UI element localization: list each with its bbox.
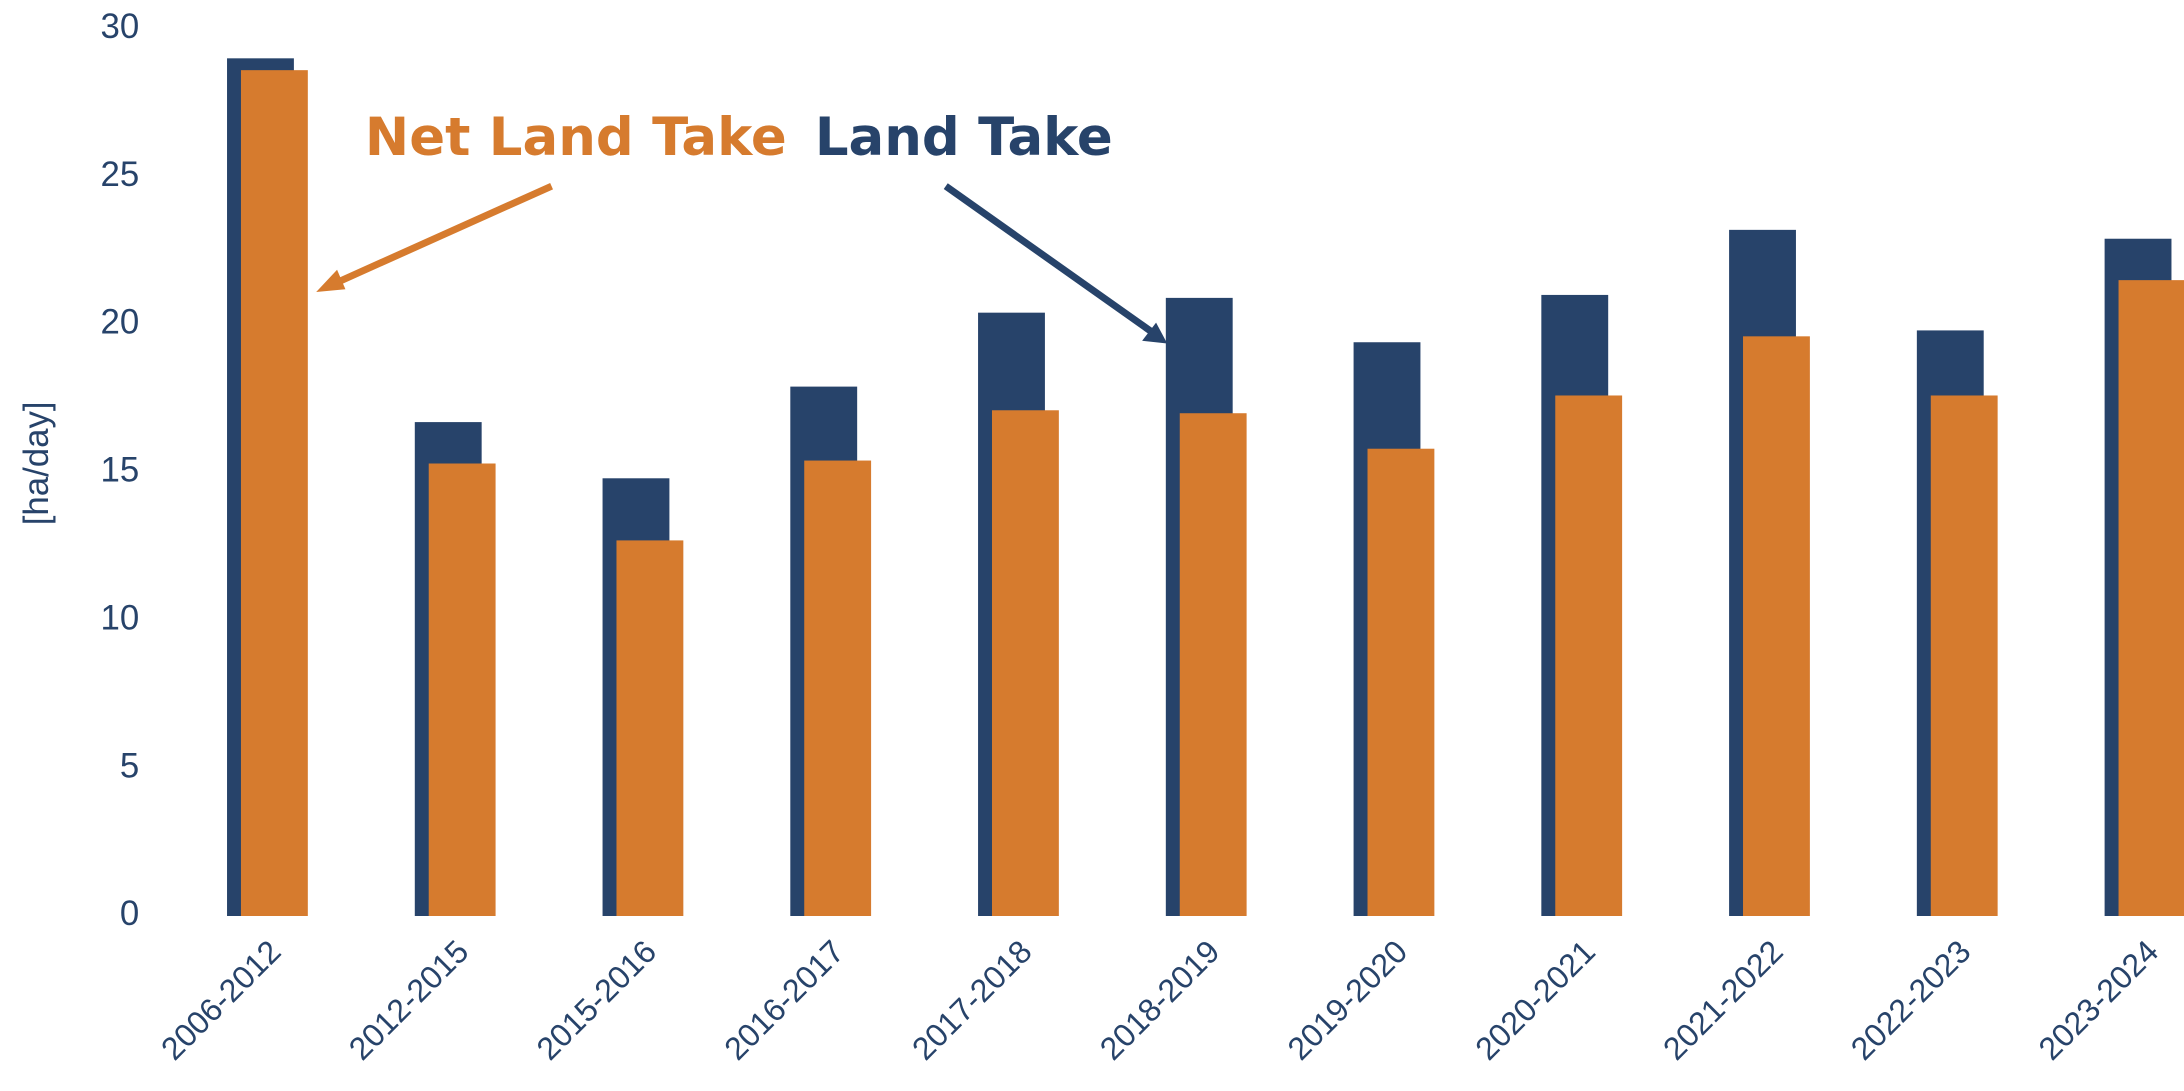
x-tick-label: 2012-2015 <box>342 933 476 1067</box>
y-tick-label: 25 <box>101 155 140 194</box>
x-tick-label: 2023-2024 <box>2032 933 2166 1067</box>
x-tick-label: 2021-2022 <box>1656 933 1790 1067</box>
y-tick-label: 0 <box>120 894 139 933</box>
x-tick-label: 2015-2016 <box>529 933 663 1067</box>
arrows <box>316 182 1168 344</box>
arrow-head <box>316 269 346 292</box>
x-tick-label: 2019-2020 <box>1281 933 1415 1067</box>
y-tick-label: 30 <box>101 7 140 46</box>
bar <box>240 70 308 916</box>
x-tick-label: 2016-2017 <box>717 933 851 1067</box>
bar <box>804 460 872 916</box>
bar <box>1367 448 1435 916</box>
bar <box>428 463 496 916</box>
bar <box>2118 280 2184 916</box>
y-tick-label: 10 <box>101 598 140 637</box>
x-tick-label: 2017-2018 <box>905 933 1039 1067</box>
y-tick-label: 15 <box>101 451 140 490</box>
bar <box>616 540 684 916</box>
net-land-take-annotation: Net Land Take <box>365 107 787 168</box>
x-tick-label: 2006-2012 <box>154 933 288 1067</box>
arrow-line <box>332 182 553 287</box>
y-tick-label: 5 <box>120 746 139 785</box>
bar <box>1555 395 1623 917</box>
arrow-head <box>1142 322 1168 344</box>
x-tick-label: 2018-2019 <box>1093 933 1227 1067</box>
y-tick-label: 20 <box>101 303 140 342</box>
land-take-annotation: Land Take <box>815 107 1113 168</box>
arrow-line <box>943 183 1153 334</box>
x-tick-label: 2022-2023 <box>1844 933 1978 1067</box>
bar <box>991 410 1059 916</box>
x-tick-label: 2020-2021 <box>1468 933 1602 1067</box>
bar <box>1743 336 1810 917</box>
y-axis-label: [ha/day] <box>17 401 56 525</box>
bar <box>1930 395 1998 917</box>
bar <box>1179 413 1247 916</box>
